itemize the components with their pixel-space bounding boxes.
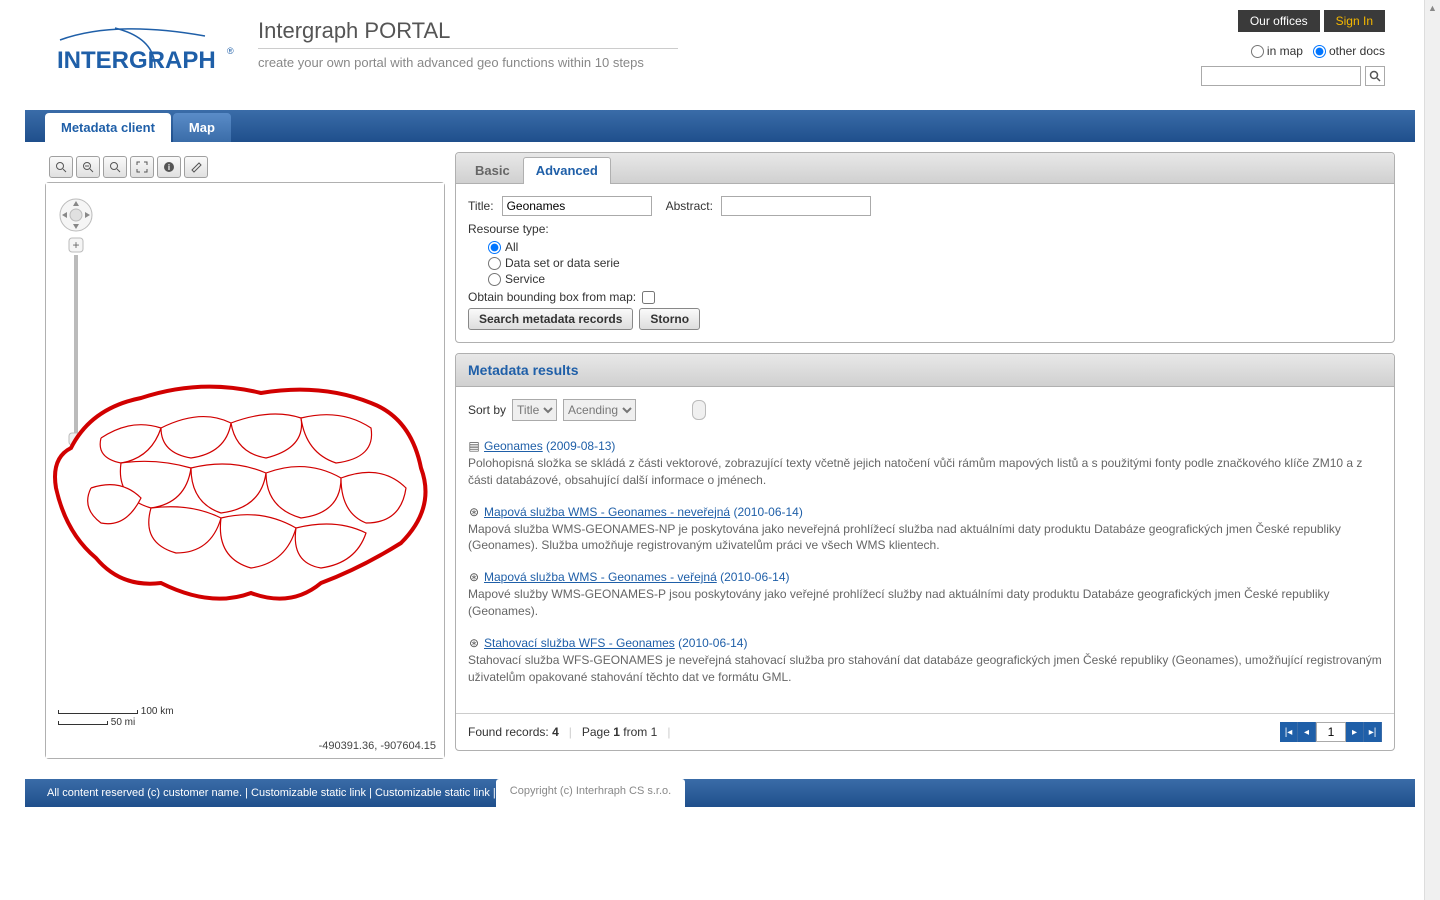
search-icon	[1369, 70, 1381, 82]
zoom-in-tool[interactable]	[49, 156, 73, 178]
map-scalebar: 100 km 50 mi	[58, 706, 174, 728]
page-scrollbar[interactable]: ▲	[1424, 0, 1440, 900]
signin-button[interactable]: Sign In	[1324, 10, 1385, 32]
footer-link-2[interactable]: Customizable static link	[375, 787, 490, 799]
footer-link-1[interactable]: Customizable static link	[251, 787, 366, 799]
tab-basic[interactable]: Basic	[462, 157, 523, 183]
sort-order-select[interactable]: Acending	[563, 399, 636, 421]
document-icon: ▤	[468, 439, 480, 453]
result-link[interactable]: Stahovací služba WFS - Geonames	[484, 636, 675, 650]
svg-text:+: +	[72, 238, 79, 252]
portal-title: Intergraph PORTAL	[258, 18, 678, 44]
title-input[interactable]	[502, 196, 652, 216]
result-item: ⊛Mapová služba WMS - Geonames - veřejná …	[468, 570, 1382, 620]
svg-text:®: ®	[227, 46, 234, 56]
main-nav: Metadata client Map	[25, 110, 1415, 142]
portal-subtitle: create your own portal with advanced geo…	[258, 55, 678, 70]
radio-all[interactable]: All	[488, 240, 1382, 254]
search-button[interactable]: Search metadata records	[468, 308, 633, 330]
svg-text:INTERGRAPH: INTERGRAPH	[57, 47, 216, 74]
result-description: Stahovací služba WFS-GEONAMES je neveřej…	[468, 652, 1382, 686]
intergraph-logo: INTERGRAPH ®	[55, 18, 240, 83]
service-icon: ⊛	[468, 570, 480, 584]
footer-copyright: All content reserved (c) customer name. …	[47, 787, 496, 799]
page-info: Page 1 from 1	[582, 725, 657, 739]
zoom-rect-tool[interactable]	[103, 156, 127, 178]
sort-toggle[interactable]	[692, 400, 706, 420]
sort-field-select[interactable]: Title	[512, 399, 557, 421]
result-date: (2009-08-13)	[546, 439, 615, 453]
footer-right: Copyright (c) Interhraph CS s.r.o.	[496, 779, 685, 807]
abstract-input[interactable]	[721, 196, 871, 216]
bbox-label: Obtain bounding box from map:	[468, 290, 636, 304]
tab-advanced[interactable]: Advanced	[523, 157, 611, 184]
results-header: Metadata results	[456, 354, 1394, 387]
cancel-button[interactable]: Storno	[639, 308, 700, 330]
result-link[interactable]: Mapová služba WMS - Geonames - neveřejná	[484, 505, 730, 519]
found-label: Found records: 4	[468, 725, 559, 739]
svg-text:i: i	[168, 163, 170, 172]
result-description: Mapová služba WMS-GEONAMES-NP je poskyto…	[468, 521, 1382, 555]
service-icon: ⊛	[468, 636, 480, 650]
header-search-button[interactable]	[1365, 66, 1385, 86]
result-item: ⊛ Stahovací služba WFS - Geonames (2010-0…	[468, 636, 1382, 686]
pager-last[interactable]: ▸|	[1364, 722, 1382, 742]
pager-first[interactable]: |◂	[1280, 722, 1298, 742]
map-viewport[interactable]: +	[46, 183, 444, 758]
radio-service[interactable]: Service	[488, 272, 1382, 286]
bbox-checkbox[interactable]	[642, 291, 655, 304]
info-tool[interactable]: i	[157, 156, 181, 178]
full-extent-tool[interactable]	[130, 156, 154, 178]
sort-label: Sort by	[468, 403, 506, 417]
result-date: (2010-06-14)	[720, 570, 789, 584]
pager-next[interactable]: ▸	[1346, 722, 1364, 742]
title-label: Title:	[468, 199, 494, 213]
abstract-label: Abstract:	[666, 199, 713, 213]
result-description: Mapové služby WMS-GEONAMES-P jsou poskyt…	[468, 586, 1382, 620]
map-coordinates: -490391.36, -907604.15	[319, 740, 436, 752]
zoom-out-tool[interactable]	[76, 156, 100, 178]
result-link[interactable]: Mapová služba WMS - Geonames - veřejná	[484, 570, 717, 584]
result-item: ▤ Geonames (2009-08-13) Polohopisná složka…	[468, 439, 1382, 489]
header-search-input[interactable]	[1201, 66, 1361, 86]
result-link[interactable]: Geonames	[484, 439, 543, 453]
radio-dataset[interactable]: Data set or data serie	[488, 256, 1382, 270]
pager: |◂ ◂ ▸ ▸|	[1280, 722, 1382, 742]
service-icon: ⊛	[468, 505, 480, 519]
result-description: Polohopisná složka se skládá z části vek…	[468, 455, 1382, 489]
pager-prev[interactable]: ◂	[1298, 722, 1316, 742]
map-layer	[41, 358, 441, 638]
tab-map[interactable]: Map	[173, 113, 231, 142]
radio-inmap[interactable]: in map	[1251, 44, 1303, 58]
pager-input[interactable]	[1316, 722, 1346, 742]
radio-otherdocs[interactable]: other docs	[1313, 44, 1385, 58]
resource-type-label: Resourse type:	[468, 222, 1382, 236]
result-date: (2010-06-14)	[733, 505, 802, 519]
result-date: (2010-06-14)	[678, 636, 747, 650]
result-item: ⊛ Mapová služba WMS - Geonames - neveřejn…	[468, 505, 1382, 555]
settings-tool[interactable]	[184, 156, 208, 178]
tab-metadata-client[interactable]: Metadata client	[45, 113, 171, 142]
offices-button[interactable]: Our offices	[1238, 10, 1320, 32]
